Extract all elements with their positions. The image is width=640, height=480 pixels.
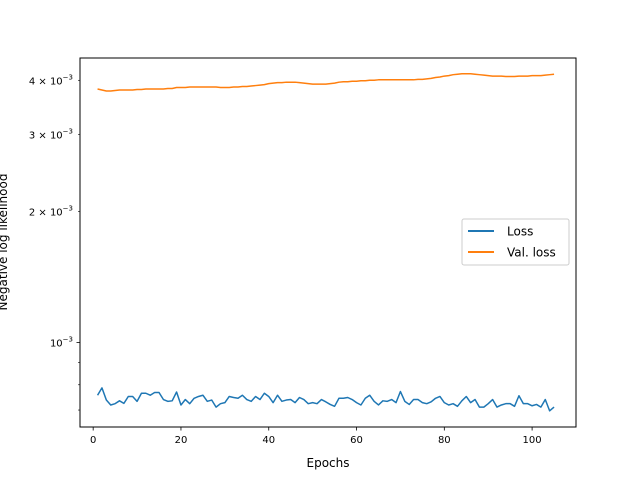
series-line-val-loss — [97, 73, 555, 92]
legend: Loss Val. loss — [461, 218, 570, 266]
x-axis-label: Epochs — [307, 456, 350, 470]
y-axis-label: Negative log likelihood — [0, 174, 10, 311]
y-tick-label: 10−3 — [50, 336, 73, 350]
x-tick-label: 40 — [262, 435, 275, 446]
x-tick-label: 80 — [438, 435, 451, 446]
x-tick-label: 20 — [175, 435, 188, 446]
x-tick-label: 0 — [90, 435, 96, 446]
x-axis: 0 20 40 60 80 100 — [90, 427, 542, 446]
x-tick-label: 100 — [523, 435, 542, 446]
series-layer — [96, 73, 555, 412]
y-axis: 10−3 2 × 10−3 3 × 10−3 4 × 10−3 — [29, 73, 80, 411]
plot-area-frame — [79, 57, 577, 428]
x-tick-label: 60 — [350, 435, 363, 446]
legend-label-loss: Loss — [507, 225, 533, 239]
y-tick-label: 3 × 10−3 — [29, 128, 73, 142]
y-tick-label: 4 × 10−3 — [29, 73, 73, 87]
y-tick-label: 2 × 10−3 — [29, 204, 73, 218]
legend-label-val-loss: Val. loss — [507, 246, 556, 260]
series-line-loss — [96, 387, 555, 412]
